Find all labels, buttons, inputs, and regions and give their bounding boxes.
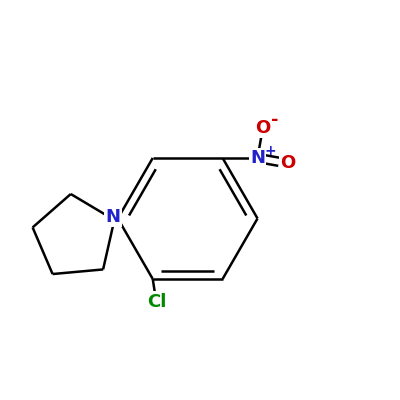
Text: O: O	[280, 154, 296, 172]
Text: Cl: Cl	[147, 292, 166, 310]
Text: O: O	[255, 119, 270, 137]
Text: N: N	[250, 149, 265, 167]
Text: +: +	[264, 144, 276, 158]
Text: N: N	[105, 208, 120, 226]
Text: -: -	[271, 111, 278, 129]
